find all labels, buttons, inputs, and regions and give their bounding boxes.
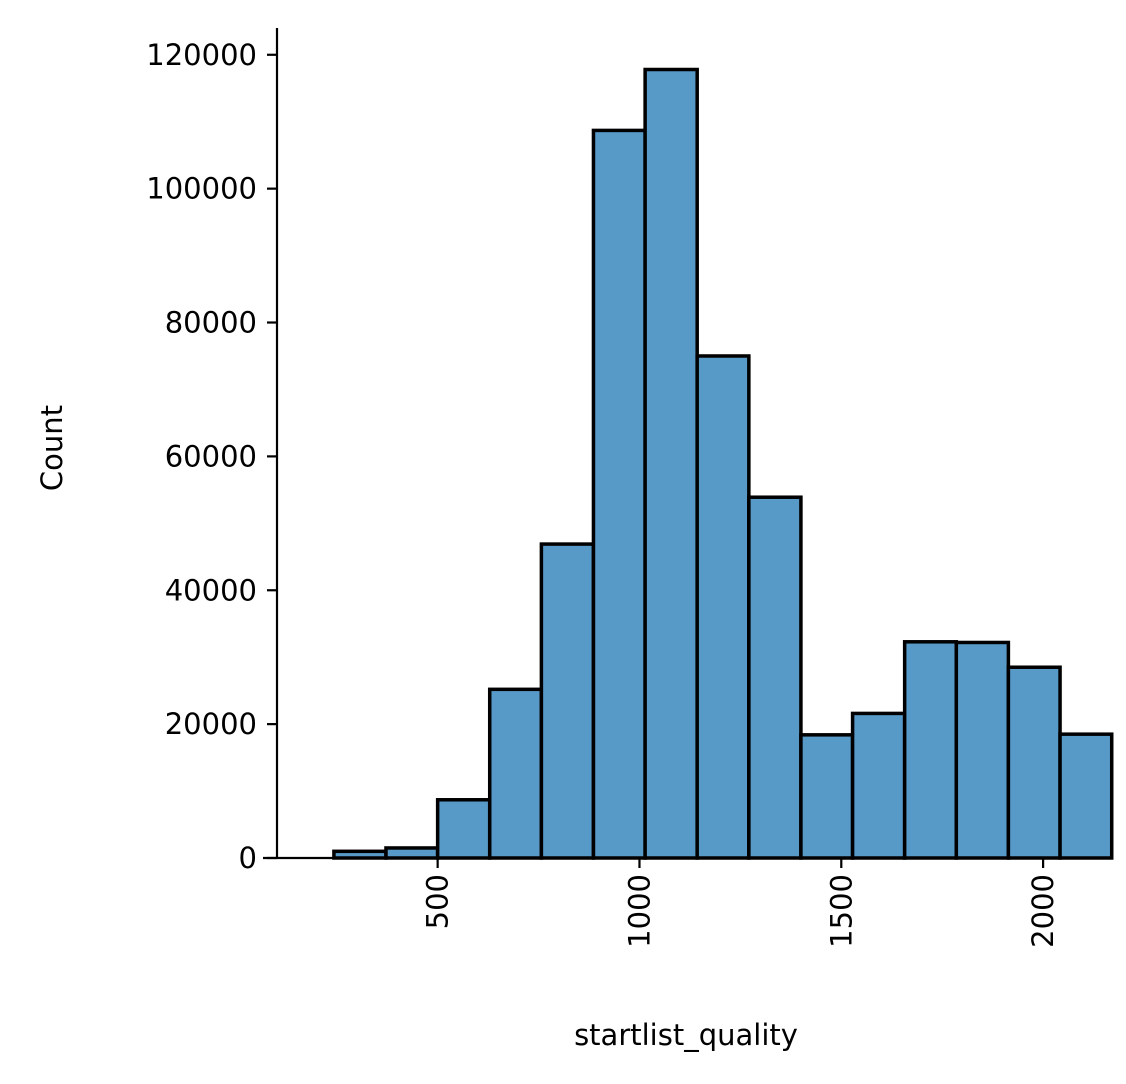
histogram-bar (435, 798, 492, 860)
x-tick-label: 2000 (1026, 874, 1060, 948)
x-axis: 500 1000 1500 2000 (263, 856, 1098, 948)
histogram-bar (539, 542, 596, 860)
histogram-bar (1058, 732, 1114, 860)
x-tick-label: 500 (421, 874, 455, 929)
y-axis-label: Count (35, 405, 69, 491)
y-tick-label: 40000 (165, 573, 257, 607)
bars-group (332, 67, 1114, 860)
histogram-bar (747, 495, 803, 860)
histogram-bar (643, 67, 699, 860)
x-axis-label: startlist_quality (574, 1018, 798, 1052)
y-tick-label: 80000 (165, 306, 257, 340)
histogram-bar (799, 733, 855, 860)
y-tick-label: 20000 (165, 707, 257, 741)
histogram-bar (954, 640, 1011, 860)
histogram-bar (384, 846, 440, 860)
histogram-bar (591, 128, 647, 860)
y-tick-label: 60000 (165, 439, 257, 473)
histogram-bar (487, 687, 544, 860)
x-tick-label: 1000 (622, 874, 656, 948)
x-tick-label: 1500 (824, 874, 858, 948)
histogram-bar (695, 354, 751, 860)
y-axis: 0 20000 40000 60000 80000 100000 120000 (146, 28, 279, 875)
y-tick-label: 0 (239, 841, 257, 875)
y-tick-label: 120000 (146, 38, 257, 72)
histogram-bar (850, 711, 907, 860)
y-tick-label: 100000 (146, 172, 257, 206)
histogram-bar (902, 640, 959, 860)
histogram-bar (1006, 665, 1062, 860)
